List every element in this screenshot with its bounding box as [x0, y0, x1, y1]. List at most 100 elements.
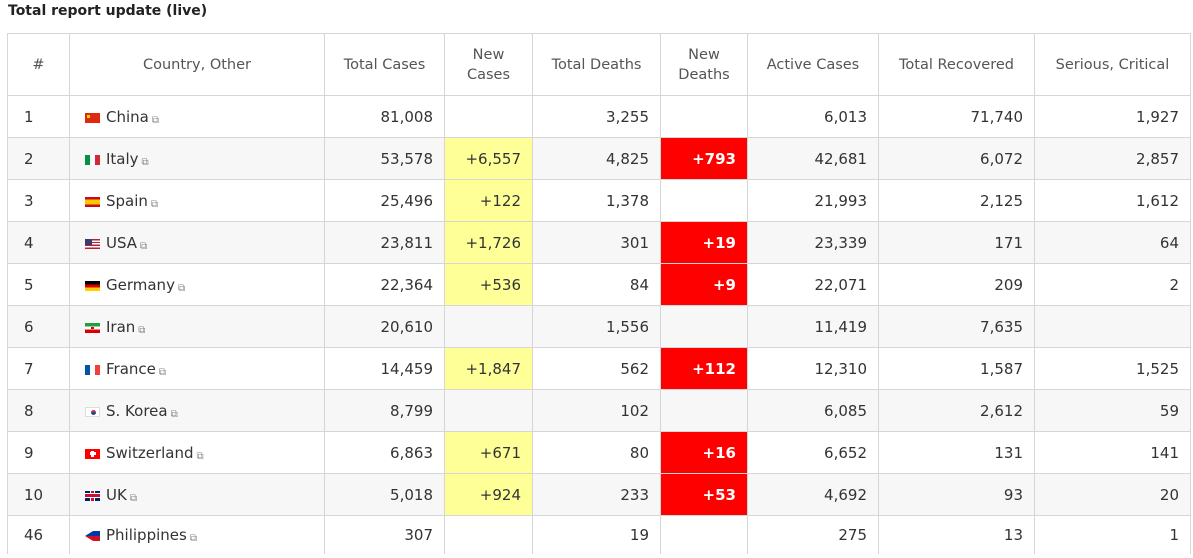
external-link-icon[interactable]: ⧉: [196, 450, 204, 462]
serious-critical-cell: 20: [1034, 473, 1191, 516]
total-recovered-cell: 93: [878, 473, 1035, 516]
total-cases-cell: 25,496: [324, 179, 445, 222]
row-index: 2: [7, 137, 70, 180]
row-index: 3: [7, 179, 70, 222]
row-index: 8: [7, 389, 70, 432]
column-header-new-cases[interactable]: New Cases: [444, 33, 533, 96]
total-recovered-cell: 2,125: [878, 179, 1035, 222]
active-cases-cell: 4,692: [747, 473, 879, 516]
external-link-icon[interactable]: ⧉: [170, 408, 178, 420]
country-link[interactable]: UK: [106, 485, 127, 504]
country-cell: UK ⧉: [69, 473, 325, 516]
column-header-country[interactable]: Country, Other: [69, 33, 325, 96]
column-header-total-cases[interactable]: Total Cases: [324, 33, 445, 96]
country-cell: Philippines ⧉: [69, 515, 325, 554]
total-cases-cell: 22,364: [324, 263, 445, 306]
serious-critical-cell: 1,927: [1034, 95, 1191, 138]
country-cell: Spain ⧉: [69, 179, 325, 222]
table-row: 9 Switzerland ⧉ 6,863 +671 80 +16 6,652 131 141: [7, 431, 1191, 474]
china-flag-icon: [85, 112, 100, 123]
new-deaths-cell: [660, 95, 748, 138]
country-link[interactable]: Spain: [106, 191, 148, 210]
total-recovered-cell: 131: [878, 431, 1035, 474]
column-header-index[interactable]: #: [7, 33, 70, 96]
country-cell: France ⧉: [69, 347, 325, 390]
country-cell: USA ⧉: [69, 221, 325, 264]
row-index: 6: [7, 305, 70, 348]
row-index: 5: [7, 263, 70, 306]
external-link-icon[interactable]: ⧉: [141, 156, 149, 168]
country-link[interactable]: Iran: [106, 317, 136, 336]
new-cases-cell: +536: [444, 263, 533, 306]
serious-critical-cell: 2: [1034, 263, 1191, 306]
total-recovered-cell: 7,635: [878, 305, 1035, 348]
total-recovered-cell: 71,740: [878, 95, 1035, 138]
table-row: 1 China ⧉ 81,008 3,255 6,013 71,740 1,927: [7, 95, 1191, 138]
uk-flag-icon: [85, 490, 100, 501]
total-deaths-cell: 84: [532, 263, 661, 306]
iran-flag-icon: [85, 322, 100, 333]
country-cell: Switzerland ⧉: [69, 431, 325, 474]
active-cases-cell: 42,681: [747, 137, 879, 180]
new-deaths-cell: [660, 305, 748, 348]
serious-critical-cell: 59: [1034, 389, 1191, 432]
active-cases-cell: 275: [747, 515, 879, 554]
active-cases-cell: 22,071: [747, 263, 879, 306]
external-link-icon[interactable]: ⧉: [151, 114, 159, 126]
column-header-total-deaths[interactable]: Total Deaths: [532, 33, 661, 96]
country-link[interactable]: China: [106, 107, 149, 126]
total-deaths-cell: 1,556: [532, 305, 661, 348]
country-link[interactable]: Germany: [106, 275, 175, 294]
external-link-icon[interactable]: ⧉: [129, 492, 137, 504]
external-link-icon[interactable]: ⧉: [138, 324, 146, 336]
total-recovered-cell: 171: [878, 221, 1035, 264]
column-header-serious-critical[interactable]: Serious, Critical: [1034, 33, 1191, 96]
country-cell: Germany ⧉: [69, 263, 325, 306]
table-row: 2 Italy ⧉ 53,578 +6,557 4,825 +793 42,681 6,072 2…: [7, 137, 1191, 180]
total-cases-cell: 81,008: [324, 95, 445, 138]
column-header-total-recovered[interactable]: Total Recovered: [878, 33, 1035, 96]
total-deaths-cell: 80: [532, 431, 661, 474]
total-deaths-cell: 233: [532, 473, 661, 516]
serious-critical-cell: 64: [1034, 221, 1191, 264]
total-cases-cell: 307: [324, 515, 445, 554]
country-link[interactable]: France: [106, 359, 156, 378]
total-recovered-cell: 2,612: [878, 389, 1035, 432]
new-cases-cell: +671: [444, 431, 533, 474]
korea-flag-icon: [85, 406, 100, 417]
new-cases-cell: +1,847: [444, 347, 533, 390]
country-link[interactable]: Italy: [106, 149, 139, 168]
active-cases-cell: 11,419: [747, 305, 879, 348]
new-deaths-cell: [660, 389, 748, 432]
row-index: 46: [7, 515, 70, 554]
total-cases-cell: 6,863: [324, 431, 445, 474]
table-row: 10 UK ⧉ 5,018 +924 233 +53 4,692 93 20: [7, 473, 1191, 516]
external-link-icon[interactable]: ⧉: [177, 282, 186, 294]
report-table: # Country, Other Total Cases New Cases T…: [7, 33, 1191, 554]
serious-critical-cell: 1: [1034, 515, 1191, 554]
table-row: 6 Iran ⧉ 20,610 1,556 11,419 7,635: [7, 305, 1191, 348]
country-link[interactable]: Switzerland: [106, 443, 194, 462]
external-link-icon[interactable]: ⧉: [150, 198, 159, 210]
new-deaths-cell: +112: [660, 347, 748, 390]
column-header-active-cases[interactable]: Active Cases: [747, 33, 879, 96]
country-cell: Iran ⧉: [69, 305, 325, 348]
total-deaths-cell: 1,378: [532, 179, 661, 222]
external-link-icon[interactable]: ⧉: [140, 240, 148, 252]
column-header-new-deaths[interactable]: New Deaths: [660, 33, 748, 96]
new-deaths-cell: +9: [660, 263, 748, 306]
row-index: 1: [7, 95, 70, 138]
total-cases-cell: 23,811: [324, 221, 445, 264]
new-cases-cell: [444, 515, 533, 554]
total-deaths-cell: 4,825: [532, 137, 661, 180]
active-cases-cell: 21,993: [747, 179, 879, 222]
external-link-icon[interactable]: ⧉: [158, 366, 167, 378]
new-cases-cell: [444, 305, 533, 348]
country-link[interactable]: USA: [106, 233, 138, 252]
country-link[interactable]: Philippines: [106, 526, 187, 544]
new-deaths-cell: +16: [660, 431, 748, 474]
external-link-icon[interactable]: ⧉: [189, 533, 197, 544]
new-deaths-cell: [660, 179, 748, 222]
country-link[interactable]: S. Korea: [106, 401, 168, 420]
philippines-flag-icon: [85, 531, 100, 541]
